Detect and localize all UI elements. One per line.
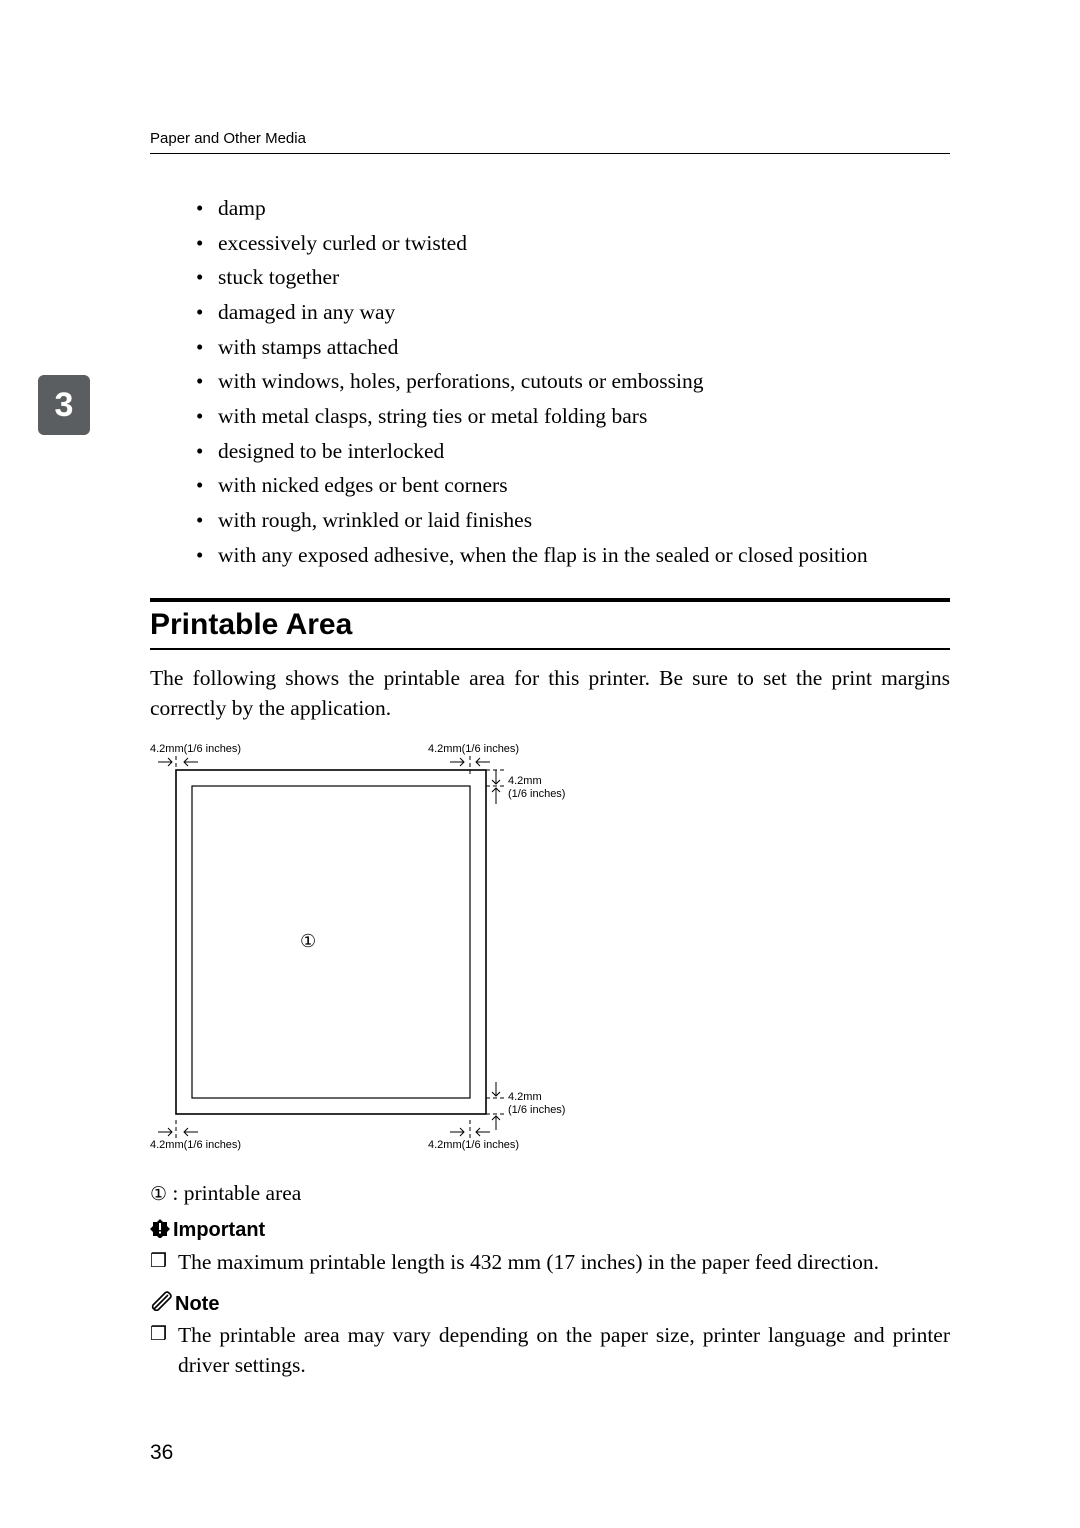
margin-label-top-right: 4.2mm(1/6 inches) (428, 743, 519, 755)
note-list: The printable area may vary depending on… (150, 1321, 950, 1380)
running-head: Paper and Other Media (150, 130, 950, 154)
margin-label-top-left: 4.2mm(1/6 inches) (150, 743, 241, 755)
circled-one-inline: ① (150, 1184, 167, 1205)
list-item: excessively curled or twisted (196, 229, 950, 259)
diagram-legend: ① : printable area (150, 1181, 950, 1206)
list-item: with nicked edges or bent corners (196, 471, 950, 501)
list-item: stuck together (196, 263, 950, 293)
list-item: with any exposed adhesive, when the flap… (196, 541, 950, 571)
list-item: with rough, wrinkled or laid finishes (196, 506, 950, 536)
list-item: damp (196, 194, 950, 224)
note-label: Note (175, 1293, 219, 1316)
arrow-up-icon (492, 788, 500, 804)
margin-label-bottom-right: 4.2mm(1/6 inches) (428, 1139, 519, 1151)
section-heading: Printable Area (150, 598, 950, 650)
page-number: 36 (150, 1441, 950, 1465)
margin-label-right-bot-2: (1/6 inches) (508, 1104, 565, 1116)
margin-label-bottom-left: 4.2mm(1/6 inches) (150, 1139, 241, 1151)
list-item: The maximum printable length is 432 mm (… (150, 1248, 950, 1278)
important-list: The maximum printable length is 432 mm (… (150, 1248, 950, 1278)
list-item: damaged in any way (196, 298, 950, 328)
arrow-up-icon (492, 1116, 500, 1130)
printable-area-diagram: 4.2mm(1/6 inches) 4.2mm(1/6 inches) (150, 742, 950, 1157)
margin-label-right-top-1: 4.2mm (508, 775, 542, 787)
list-item: with metal clasps, string ties or metal … (196, 402, 950, 432)
note-icon (150, 1291, 172, 1317)
circled-one-marker: ① (300, 931, 316, 951)
list-item: with windows, holes, perforations, cutou… (196, 367, 950, 397)
important-label: Important (173, 1219, 265, 1242)
legend-text: : printable area (167, 1181, 301, 1205)
note-heading: Note (150, 1291, 950, 1317)
list-item: with stamps attached (196, 333, 950, 363)
margin-label-right-top-2: (1/6 inches) (508, 788, 565, 800)
important-heading: Important (150, 1218, 950, 1244)
arrow-pair-icon (158, 758, 198, 766)
list-item: The printable area may vary depending on… (150, 1321, 950, 1380)
arrow-pair-icon (158, 1128, 198, 1136)
paper-outline (176, 770, 486, 1114)
printable-area-outline (192, 786, 470, 1098)
important-icon (150, 1218, 170, 1244)
arrow-down-icon (492, 770, 500, 784)
envelope-restrictions-list: damp excessively curled or twisted stuck… (196, 194, 950, 570)
arrow-down-icon (492, 1082, 500, 1096)
intro-paragraph: The following shows the printable area f… (150, 664, 950, 723)
section-tab: 3 (38, 375, 90, 435)
list-item: designed to be interlocked (196, 437, 950, 467)
margin-label-right-bot-1: 4.2mm (508, 1091, 542, 1103)
